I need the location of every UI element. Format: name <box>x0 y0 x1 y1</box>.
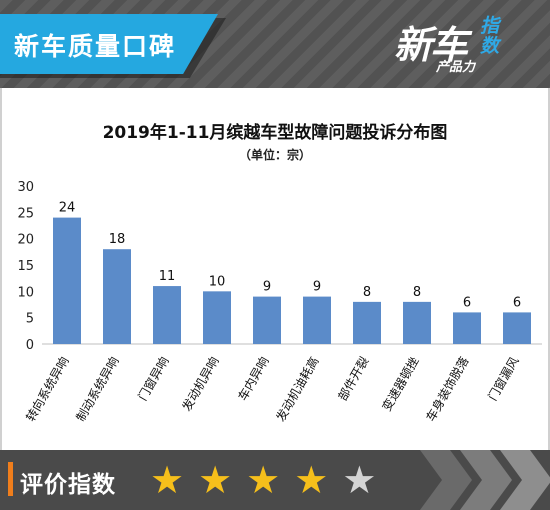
bar <box>53 217 81 344</box>
x-tick-label: 转向系统异响 <box>23 354 72 424</box>
x-tick-label: 门窗异响 <box>135 354 172 403</box>
bar <box>153 286 181 344</box>
x-tick-label: 车身装饰脱落 <box>423 354 472 424</box>
data-label: 10 <box>209 274 226 289</box>
brand-sub-text: 产品力 <box>436 60 476 75</box>
y-tick-label: 25 <box>17 206 34 221</box>
x-tick-label: 变速器顿挫 <box>379 354 422 413</box>
header-banner: 新车质量口碑 新车 指 数 产品力 <box>0 0 550 88</box>
data-label: 6 <box>463 295 471 310</box>
data-label: 24 <box>59 201 76 216</box>
chart-panel: 2019年1-11月缤越车型故障问题投诉分布图 （单位：宗） 0 5 10 15 20 2… <box>0 88 550 450</box>
brand-main-text: 新车 <box>394 23 468 67</box>
data-label: 9 <box>313 280 321 295</box>
bar <box>503 312 531 344</box>
y-tick-label: 30 <box>17 180 34 195</box>
star-icon: ★ <box>246 458 281 502</box>
bar <box>203 291 231 344</box>
x-tick-label: 发动机异响 <box>179 354 222 413</box>
data-label: 11 <box>159 269 176 284</box>
x-tick-label: 发动机油耗高 <box>273 354 322 424</box>
section-title: 新车质量口碑 <box>14 32 177 61</box>
footer-accent-bar <box>8 462 13 496</box>
bar <box>353 301 381 344</box>
x-tick-label: 门窗漏风 <box>485 354 522 403</box>
x-tick-label: 部件开裂 <box>335 354 372 403</box>
x-tick-label: 车内异响 <box>235 354 272 403</box>
brand-accent-text: 指 数 <box>480 15 500 57</box>
y-tick-label: 15 <box>17 259 34 274</box>
rating-footer: 评价指数 ★ ★ ★ ★ ★ <box>0 450 550 510</box>
y-tick-label: 20 <box>17 233 34 248</box>
y-tick-label: 5 <box>26 312 34 327</box>
y-tick-label: 0 <box>26 338 34 353</box>
bar <box>103 249 131 344</box>
data-label: 18 <box>109 232 126 247</box>
chart-title: 2019年1-11月缤越车型故障问题投诉分布图 <box>102 123 448 143</box>
data-label: 9 <box>263 280 271 295</box>
section-tag <box>0 14 218 74</box>
star-icon: ★ <box>294 458 329 502</box>
bar <box>403 301 431 344</box>
chevron-decoration-icon <box>420 450 550 510</box>
data-label: 8 <box>363 285 371 300</box>
bar <box>303 296 331 344</box>
star-icon: ★ <box>198 458 233 502</box>
chart-unit: （单位：宗） <box>238 148 311 162</box>
data-label: 6 <box>513 295 521 310</box>
bar <box>453 312 481 344</box>
star-icon: ★ <box>342 458 377 502</box>
y-tick-label: 10 <box>17 285 34 300</box>
bar-chart: 0 5 10 15 20 25 30 24 转向系统异响 18 制动系统异响 11 门窗异响 10 发动机异… <box>17 180 542 424</box>
rating-label: 评价指数 <box>20 472 116 498</box>
x-tick-label: 制动系统异响 <box>73 354 122 424</box>
rating-stars: ★ ★ ★ ★ ★ <box>150 460 376 500</box>
brand-logo: 新车 指 数 产品力 <box>390 10 530 78</box>
data-label: 8 <box>413 285 421 300</box>
bar <box>253 296 281 344</box>
star-icon: ★ <box>150 458 185 502</box>
